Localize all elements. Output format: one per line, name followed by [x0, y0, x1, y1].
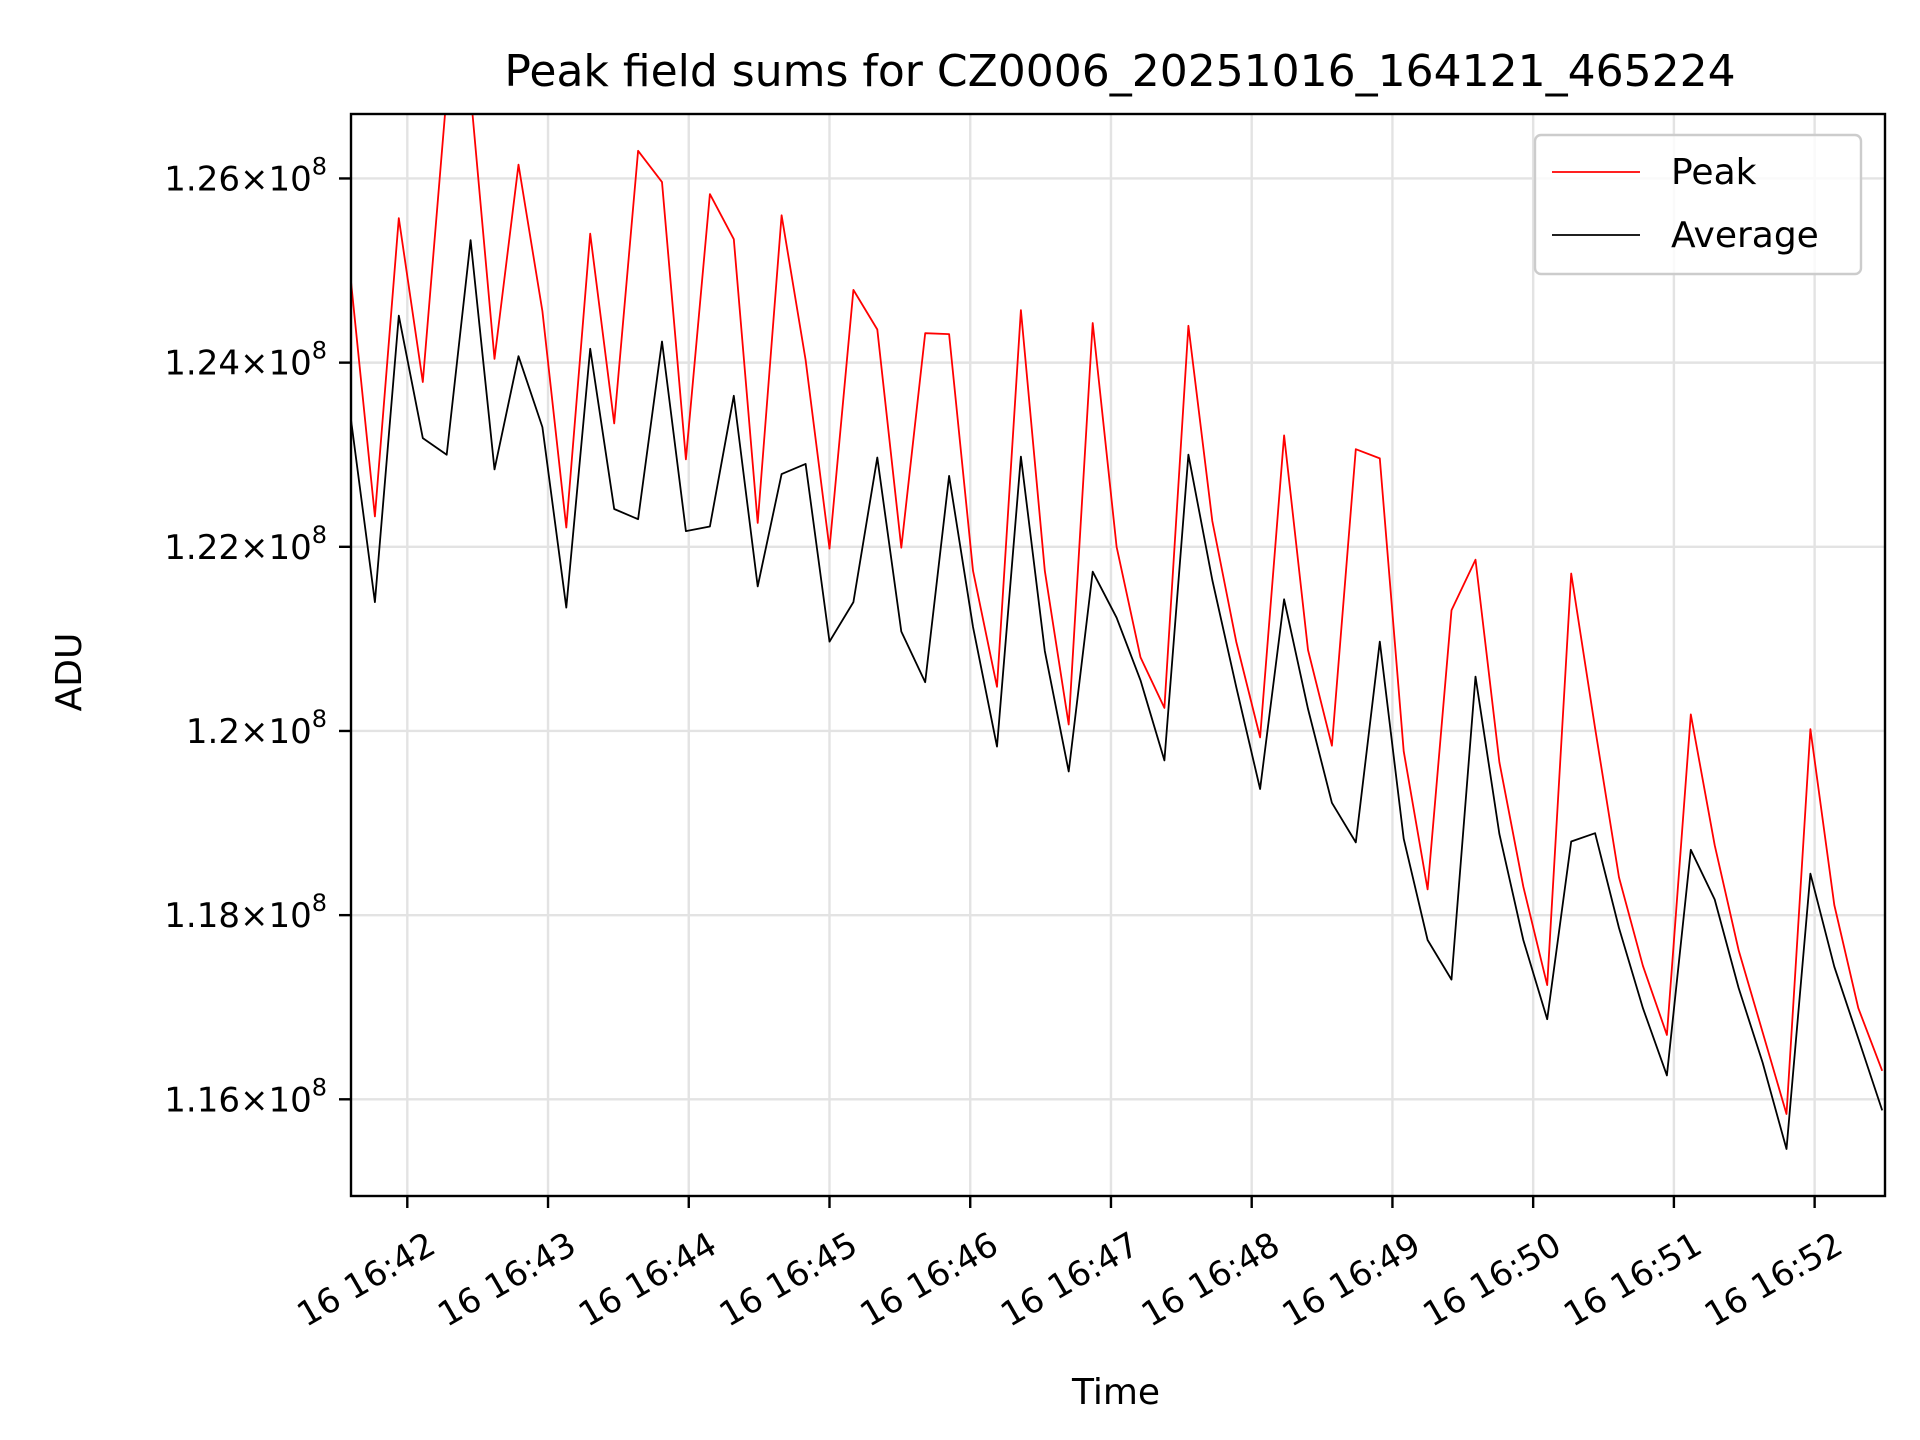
peak-series-line: [351, 114, 1884, 1115]
y-tick-label: 1.2×108: [186, 705, 327, 752]
legend-peak-label: Peak: [1671, 152, 1757, 193]
average-series-line: [351, 239, 1884, 1150]
y-axis-label: ADU: [49, 633, 90, 712]
y-tick-label: 1.26×108: [164, 152, 327, 199]
legend-average-label: Average: [1671, 215, 1819, 256]
y-axis: 1.16×108 1.18×108 1.2×108 1.22×108 1.24×108 1…: [164, 152, 351, 1120]
y-tick-label: 1.18×108: [164, 889, 327, 936]
axes-frame: [349, 112, 1887, 1198]
legend: Peak Average: [1533, 133, 1863, 276]
x-axis-label: Time: [1071, 1372, 1160, 1413]
chart-title: Peak field sums for CZ0006_20251016_1641…: [504, 46, 1735, 97]
legend-box: [1533, 133, 1863, 276]
y-tick-label: 1.22×108: [164, 521, 327, 568]
y-tick-label: 1.24×108: [164, 337, 327, 384]
plot-area: [351, 114, 1884, 1150]
y-tick-label: 1.16×108: [164, 1073, 327, 1120]
